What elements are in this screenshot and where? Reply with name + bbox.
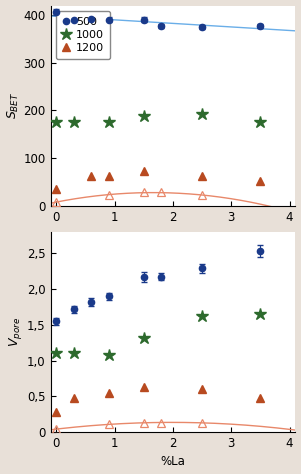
Y-axis label: $S_{BET}$: $S_{BET}$ bbox=[5, 92, 21, 119]
Legend: 500, 1000, 1200: 500, 1000, 1200 bbox=[56, 11, 110, 59]
X-axis label: %La: %La bbox=[160, 456, 185, 468]
Y-axis label: $V_{pore}$: $V_{pore}$ bbox=[7, 317, 24, 347]
